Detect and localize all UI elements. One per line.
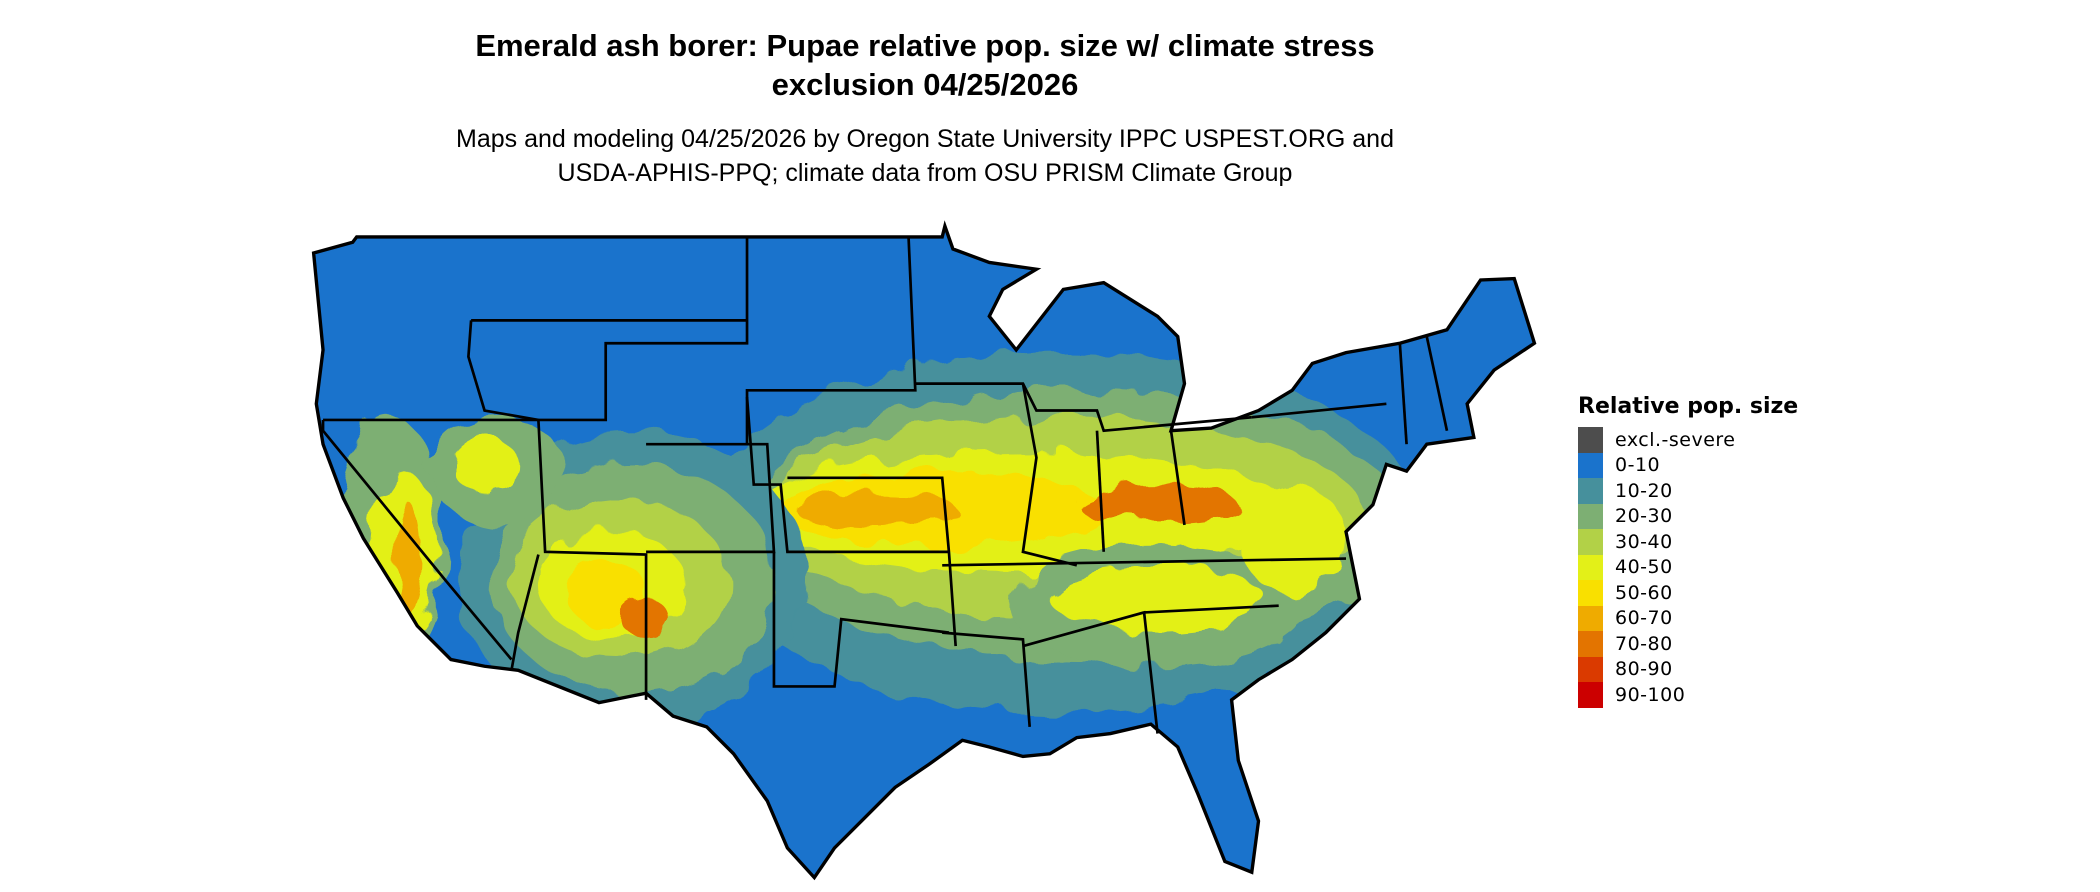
- us-border: [311, 220, 1537, 881]
- state-border: [915, 382, 1252, 433]
- legend-label: 30-40: [1615, 530, 1673, 553]
- population-bands: [336, 349, 1427, 727]
- legend: Relative pop. size excl.-severe 0-10 10-20…: [1578, 394, 1798, 708]
- state-border: [1251, 402, 1387, 419]
- legend-swatch: [1578, 452, 1603, 478]
- state-border: [745, 396, 949, 554]
- legend-label: 0-10: [1615, 454, 1661, 477]
- legend-entry: 50-60: [1578, 580, 1798, 606]
- state-border: [787, 476, 958, 647]
- state-border: [467, 320, 539, 422]
- legend-swatch: [1578, 605, 1603, 631]
- legend-swatch: [1578, 682, 1603, 708]
- legend-label: 50-60: [1615, 581, 1673, 604]
- legend-entry: 60-70: [1578, 605, 1798, 631]
- legend-entry: 30-40: [1578, 529, 1798, 555]
- legend-swatch: [1578, 554, 1603, 580]
- population-band-60-70: [794, 492, 956, 525]
- population-band-40-50: [1238, 484, 1346, 593]
- state-border: [1095, 430, 1106, 552]
- subtitle-line-1: Maps and modeling 04/25/2026 by Oregon S…: [456, 125, 1394, 153]
- title-line-2: exclusion 04/25/2026: [771, 67, 1079, 102]
- legend-entry: 20-30: [1578, 503, 1798, 529]
- legend-label: excl.-severe: [1615, 428, 1736, 451]
- legend-entry: 40-50: [1578, 554, 1798, 580]
- legend-label: 80-90: [1615, 658, 1673, 681]
- state-borders: [321, 236, 1449, 734]
- legend-label: 70-80: [1615, 632, 1673, 655]
- state-border: [646, 442, 776, 554]
- legend-label: 10-20: [1615, 479, 1673, 502]
- legend-entry: 90-100: [1578, 682, 1798, 708]
- population-band-70-80: [1076, 488, 1239, 521]
- state-border: [1144, 604, 1279, 614]
- legend-swatch: [1578, 529, 1603, 555]
- state-border: [510, 554, 540, 671]
- legend-entry: 10-20: [1578, 478, 1798, 504]
- legend-entry: 0-10: [1578, 452, 1798, 478]
- legend-entry: excl.-severe: [1578, 427, 1798, 453]
- state-border: [745, 236, 917, 445]
- legend-swatch: [1578, 631, 1603, 657]
- state-border: [323, 236, 749, 422]
- state-border: [1021, 383, 1078, 567]
- legend-label: 20-30: [1615, 505, 1673, 528]
- state-border: [1398, 343, 1408, 445]
- legend-swatch: [1578, 478, 1603, 504]
- subtitle-line-2: USDA-APHIS-PPQ; climate data from OSU PR…: [557, 159, 1293, 187]
- legend-entry: 70-80: [1578, 631, 1798, 657]
- legend-label: 40-50: [1615, 556, 1673, 579]
- title-line-1: Emerald ash borer: Pupae relative pop. s…: [475, 28, 1375, 63]
- legend-label: 60-70: [1615, 607, 1673, 630]
- map-subtitle: Maps and modeling 04/25/2026 by Oregon S…: [0, 122, 1850, 190]
- legend-swatch: [1578, 427, 1603, 453]
- state-border: [1169, 430, 1186, 526]
- legend-label: 90-100: [1615, 683, 1686, 706]
- population-band-60-70: [397, 504, 424, 613]
- state-border: [537, 419, 648, 700]
- state-border: [942, 631, 1032, 727]
- state-border: [1425, 336, 1449, 432]
- population-band-40-50: [450, 437, 519, 492]
- state-border: [321, 419, 513, 661]
- legend-entry: 80-90: [1578, 656, 1798, 682]
- map-title: Emerald ash borer: Pupae relative pop. s…: [0, 26, 1850, 104]
- state-border: [942, 557, 1347, 567]
- legend-swatch: [1578, 656, 1603, 682]
- state-border: [772, 551, 950, 688]
- legend-title: Relative pop. size: [1578, 394, 1799, 419]
- population-band-40-50: [1049, 565, 1266, 633]
- legend-swatch: [1578, 580, 1603, 606]
- legend-swatch: [1578, 503, 1603, 529]
